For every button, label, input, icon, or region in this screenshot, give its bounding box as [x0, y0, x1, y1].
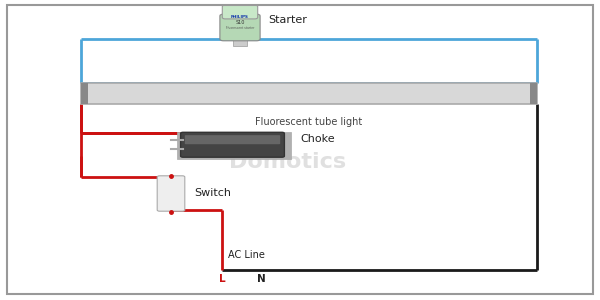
FancyBboxPatch shape — [157, 176, 185, 211]
FancyBboxPatch shape — [185, 135, 280, 144]
Text: Fluorescent tube light: Fluorescent tube light — [256, 117, 362, 127]
Text: Domotics: Domotics — [229, 152, 347, 172]
FancyBboxPatch shape — [220, 14, 260, 41]
Bar — [81, 82, 88, 103]
FancyBboxPatch shape — [177, 132, 291, 159]
Text: Choke: Choke — [300, 134, 335, 144]
FancyBboxPatch shape — [181, 132, 284, 157]
FancyBboxPatch shape — [223, 5, 258, 19]
Text: Switch: Switch — [194, 188, 232, 199]
Text: Fluorescent starter: Fluorescent starter — [226, 26, 254, 30]
Text: AC Line: AC Line — [228, 250, 265, 260]
Text: Starter: Starter — [269, 15, 307, 25]
Bar — [233, 38, 247, 46]
Text: PHILIPS: PHILIPS — [231, 15, 249, 19]
Text: N: N — [257, 274, 265, 284]
Bar — [530, 82, 537, 103]
FancyBboxPatch shape — [81, 82, 537, 103]
Text: S10: S10 — [235, 20, 245, 25]
Text: L: L — [218, 274, 226, 284]
